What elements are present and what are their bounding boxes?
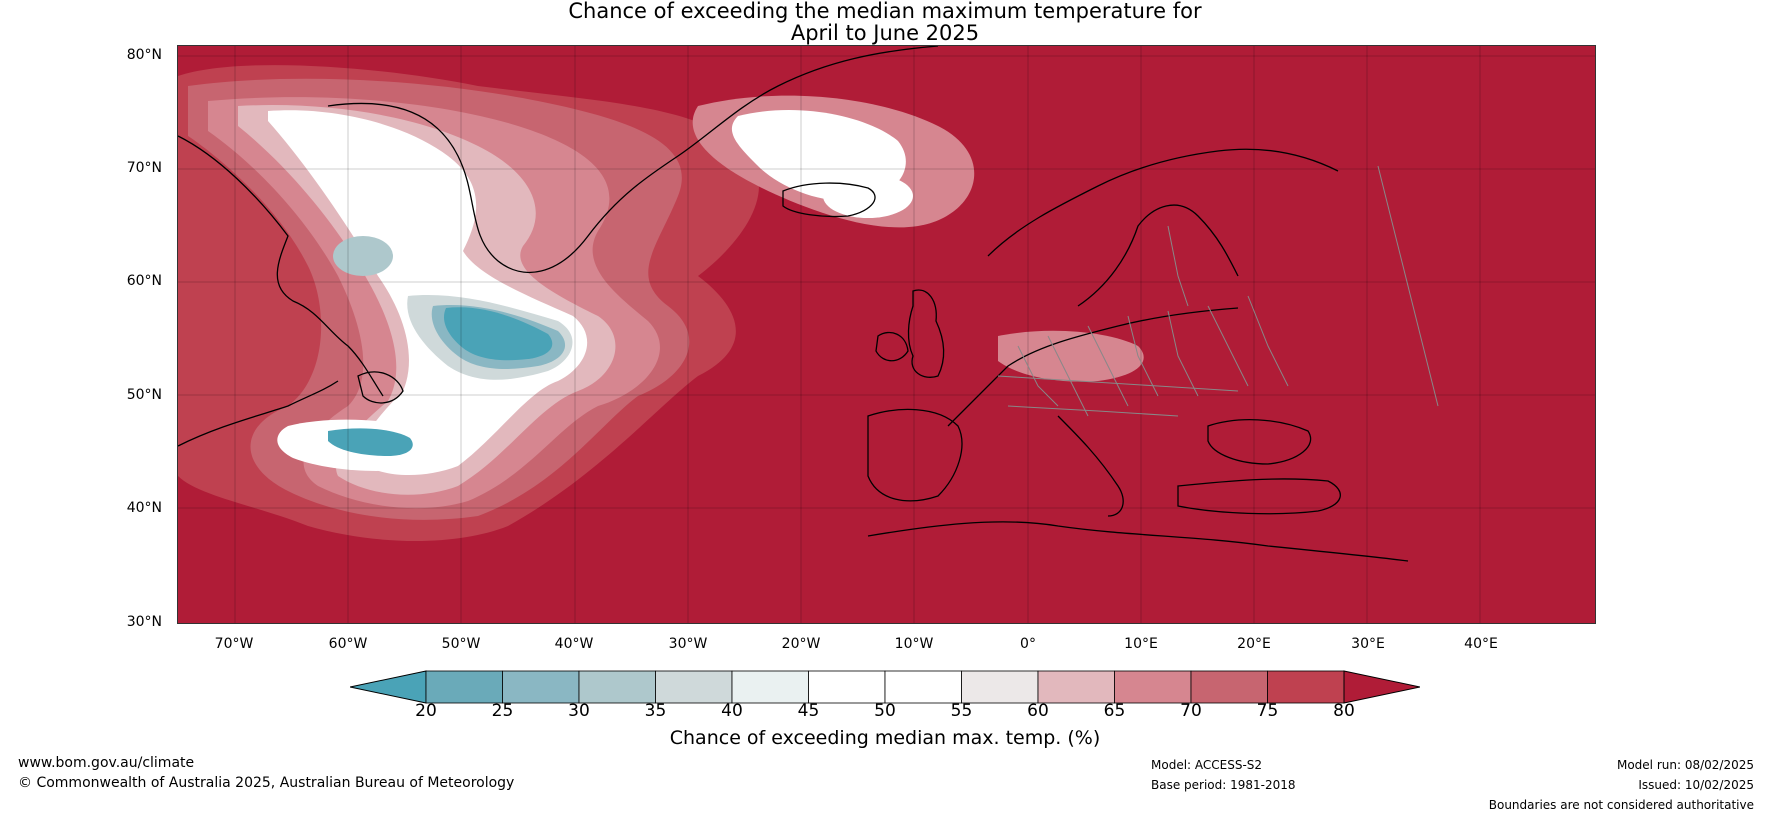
- colorbar-tick-label: 35: [644, 701, 667, 721]
- graticule: [178, 46, 1595, 623]
- lon-label-50w: 50°W: [441, 636, 481, 652]
- colorbar-label: Chance of exceeding median max. temp. (%…: [669, 727, 1101, 749]
- coastline-italy: [1057, 415, 1124, 517]
- lon-label-30w: 30°W: [668, 636, 708, 652]
- coastline-north-africa: [867, 521, 1409, 562]
- colorbar-extend-low: [350, 670, 427, 704]
- prob-region-south-30: [328, 428, 413, 456]
- coastline-great-britain: [907, 289, 945, 378]
- coastlines: [178, 46, 1409, 562]
- colorbar-segment: [578, 670, 656, 704]
- prob-region-central-europe-65: [998, 330, 1144, 382]
- footer-disclaimer: Boundaries are not considered authoritat…: [1488, 798, 1754, 812]
- lon-label-10w: 10°W: [894, 636, 934, 652]
- coastline-sweden-finland: [1077, 204, 1239, 307]
- lon-label-40w: 40°W: [554, 636, 594, 652]
- lon-label-10e: 10°E: [1124, 636, 1158, 652]
- lon-label-70w: 70°W: [214, 636, 254, 652]
- colorbar-segment: [884, 670, 962, 704]
- footer-website: www.bom.gov.au/climate: [18, 755, 195, 771]
- lon-label-40e: 40°E: [1464, 636, 1498, 652]
- colorbar-tick-label: 20: [415, 701, 437, 721]
- colorbar-segment: [502, 670, 580, 704]
- colorbar-tick-label: 45: [797, 701, 820, 721]
- colorbar-tick-label: 55: [950, 701, 973, 721]
- colorbar-tick-label: 70: [1180, 701, 1202, 721]
- map-title-line-1: Chance of exceeding the median maximum t…: [568, 0, 1202, 23]
- footer-copyright: © Commonwealth of Australia 2025, Austra…: [18, 775, 515, 791]
- colorbar-segment: [655, 670, 733, 704]
- coastline-norway: [987, 148, 1339, 257]
- lat-label-60n: 60°N: [126, 273, 162, 289]
- colorbar-segment: [1190, 670, 1268, 704]
- coastline-labrador: [178, 135, 384, 397]
- footer-model-run: Model run: 08/02/2025: [1616, 758, 1754, 772]
- lon-label-30e: 30°E: [1351, 636, 1385, 652]
- colorbar-segment: [1267, 670, 1345, 704]
- coastline-greenland: [327, 46, 939, 274]
- colorbar-tick-label: 30: [568, 701, 590, 721]
- lat-label-80n: 80°N: [126, 47, 162, 63]
- colorbar: [350, 670, 1420, 704]
- coastline-black-sea: [1207, 419, 1312, 465]
- map-title-line-2: April to June 2025: [790, 21, 980, 45]
- coastline-ireland: [875, 331, 909, 362]
- footer-model: Model: ACCESS-S2: [1151, 758, 1263, 772]
- colorbar-tick-label: 25: [491, 701, 514, 721]
- footer-base-period: Base period: 1981-2018: [1151, 778, 1296, 792]
- lon-label-20w: 20°W: [781, 636, 821, 652]
- colorbar-segment: [961, 670, 1039, 704]
- lon-label-0: 0°: [1020, 636, 1036, 652]
- colorbar-tick-label: 50: [874, 701, 896, 721]
- lat-label-30n: 30°N: [126, 614, 162, 630]
- coastline-iberia: [867, 408, 963, 502]
- colorbar-tick-label: 80: [1333, 701, 1355, 721]
- colorbar-segment: [1037, 670, 1115, 704]
- prob-region-35-north: [333, 236, 393, 276]
- forecast-map: [177, 45, 1596, 624]
- colorbar-segment: [808, 670, 886, 704]
- lat-label-50n: 50°N: [126, 387, 162, 403]
- probability-field: [178, 65, 1144, 541]
- prob-region-iceland-50: [823, 174, 913, 218]
- colorbar-extend-high: [1343, 670, 1420, 704]
- coastline-newfoundland: [357, 371, 404, 404]
- country-borders: [997, 165, 1439, 417]
- coastline-iceland: [782, 182, 876, 218]
- colorbar-tick-label: 60: [1027, 701, 1049, 721]
- colorbar-tick-label: 40: [721, 701, 743, 721]
- prob-region-50: [268, 110, 588, 476]
- lon-label-60w: 60°W: [328, 636, 368, 652]
- colorbar-tick-label: 65: [1103, 701, 1126, 721]
- colorbar-tick-label: 75: [1256, 701, 1279, 721]
- lat-label-70n: 70°N: [126, 160, 162, 176]
- colorbar-segment: [731, 670, 809, 704]
- coastline-nova-scotia: [178, 380, 339, 447]
- footer-issued: Issued: 10/02/2025: [1638, 778, 1754, 792]
- coastline-europe-west: [947, 307, 1239, 427]
- lon-label-20e: 20°E: [1237, 636, 1271, 652]
- colorbar-segment: [1114, 670, 1192, 704]
- lat-label-40n: 40°N: [126, 500, 162, 516]
- coastline-turkey: [1177, 478, 1341, 515]
- prob-region-20: [443, 307, 553, 361]
- colorbar-segment: [425, 670, 503, 704]
